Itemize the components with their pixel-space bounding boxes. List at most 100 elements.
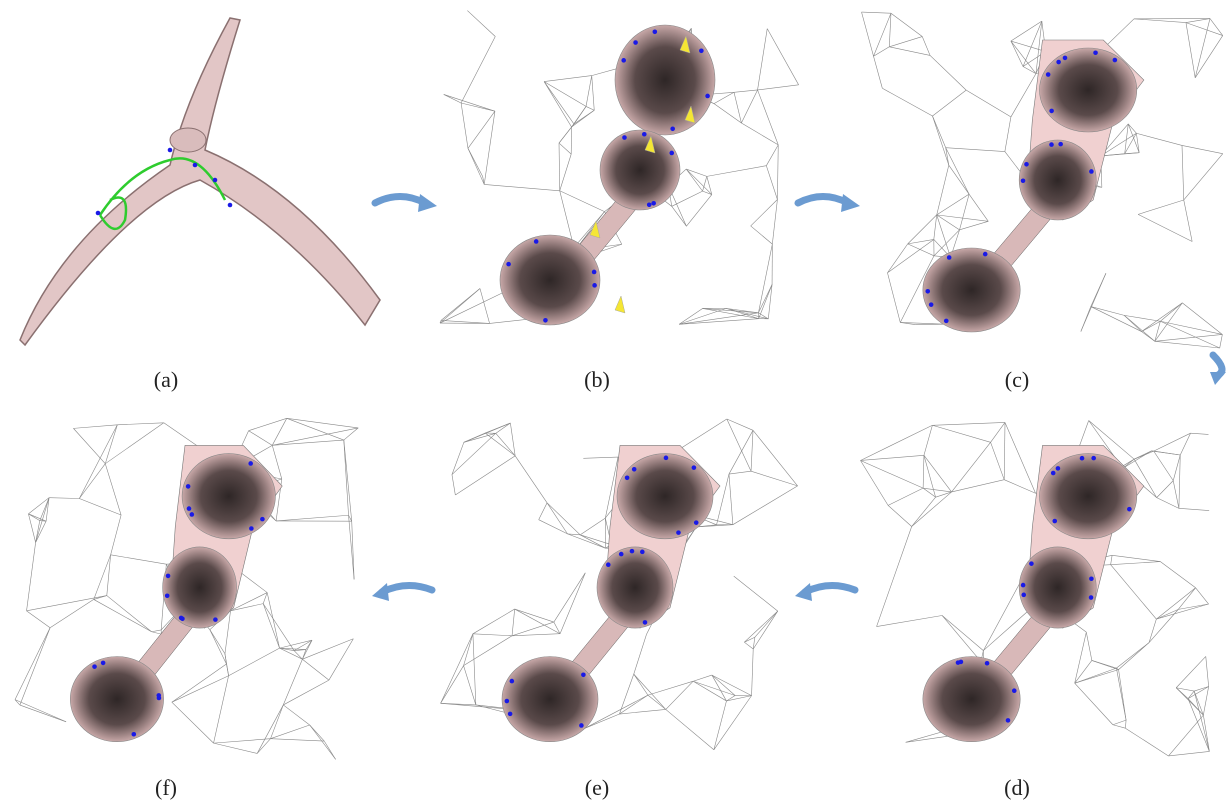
mesh-edge [1111,565,1157,619]
blue-point [622,135,627,140]
mesh-edge [20,628,50,705]
mesh-edge [758,90,779,145]
mesh-edge [272,440,344,445]
mesh-edge [930,55,966,90]
mesh-edge [937,165,949,215]
mesh-edge [79,464,105,499]
mesh-edge [877,526,912,626]
mesh-edge [452,442,464,474]
mesh-edge [468,111,495,148]
mesh-edge [766,145,778,166]
dense-region [597,547,673,628]
mesh-edge [15,700,66,722]
blue-point [166,574,171,579]
mesh-edge [751,200,778,226]
mesh-edge [461,36,495,103]
mesh-edge [679,319,758,325]
blue-point [165,593,170,598]
mesh-edge [934,215,937,240]
blue-point [606,562,611,567]
blue-point [619,552,624,557]
mesh-edge [922,37,930,56]
mesh-edge [1188,691,1194,699]
dense-region [923,248,1020,332]
mesh-edge [1004,422,1005,479]
mesh-edge [452,475,455,495]
mesh-edge [107,596,152,632]
dense-region [500,235,600,325]
mesh-edge [932,425,990,442]
panel-label: (c) [1005,367,1029,392]
mesh-edge [464,666,476,705]
mesh-edge [693,675,712,681]
mesh-edge [860,460,888,505]
mesh-edge [1086,632,1092,660]
blue-point [1089,595,1094,600]
blue-point [692,465,697,470]
mesh-edge [583,457,618,458]
mesh-edge [94,555,111,600]
mesh-edge [666,709,714,749]
mesh-edge [619,709,665,714]
mesh-edge [882,88,932,116]
mesh-edge [1075,670,1119,684]
vessel [20,18,380,345]
blue-point [92,664,97,669]
mesh-edge [1124,315,1155,341]
mesh-edge [15,628,50,700]
mesh-edge [1184,154,1223,200]
mesh-edge [936,492,952,497]
blue-point [985,661,990,666]
blue-point [643,620,648,625]
blue-point [705,94,710,99]
mesh-edge [942,615,983,650]
mesh-edge [276,515,348,521]
mesh-edge [172,676,229,702]
mesh-edge [888,505,912,526]
mesh-edge [468,148,483,176]
mesh-edge [1178,588,1195,610]
blue-point [670,126,675,131]
vessel-node [170,128,206,152]
arrow-head [372,583,389,601]
mesh-edge [946,148,1005,152]
blue-point [1052,519,1057,524]
mesh-edge [1195,19,1210,78]
blue-point [592,283,597,288]
mesh-edge [152,632,162,634]
mesh-edge [79,498,121,515]
mesh-edge [1136,133,1182,145]
blue-point [592,270,597,275]
blue-point [1113,58,1118,63]
blue-point [1089,576,1094,581]
blue-point [1051,471,1056,476]
mesh-edge [862,12,891,13]
mesh-edge [344,440,349,515]
mesh-edge [751,226,773,244]
mesh-edge [758,29,768,90]
mesh-edge [767,29,798,85]
mesh-edge [751,430,753,471]
mesh-edge [912,497,936,526]
mesh-edge [512,634,560,636]
mesh-edge [960,221,989,230]
mesh-edge [559,143,560,191]
mesh-edge [969,194,988,221]
mesh-edge [874,56,883,88]
mesh-edge [512,622,554,636]
mesh-edge [302,659,329,680]
mesh-edge [107,555,111,596]
dense-region [1019,547,1096,628]
mesh-edge [485,433,515,456]
dense-region [182,454,275,539]
mesh-edge [744,611,777,642]
dense-region [600,130,680,210]
mesh-edge [572,106,586,127]
mesh-edge [1128,124,1136,133]
mesh-edge [758,285,772,313]
mesh-edge [572,110,595,127]
mesh-edge [512,609,515,636]
mesh-edge [73,428,105,463]
mesh-edge [544,82,574,124]
mesh-edge [441,634,473,704]
